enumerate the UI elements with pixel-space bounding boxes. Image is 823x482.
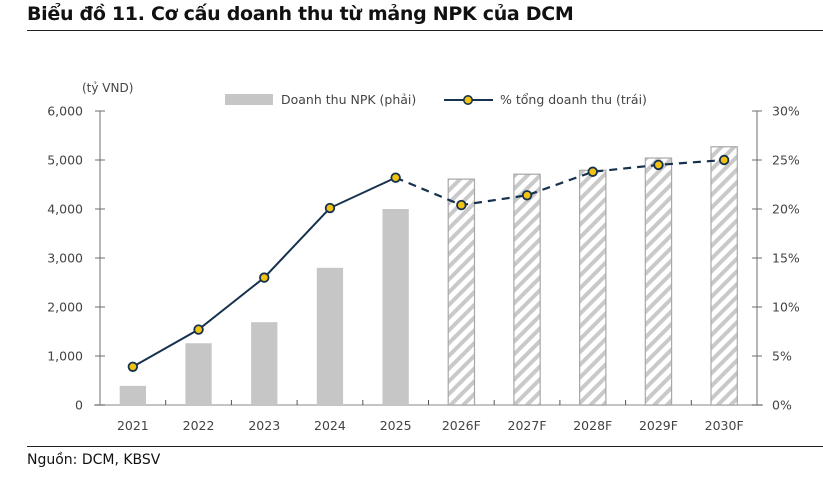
legend-line-marker	[462, 95, 473, 106]
right-axis-tick-label: 5%	[772, 349, 792, 364]
right-axis-tick-label: 15%	[772, 251, 800, 266]
line-marker	[718, 154, 730, 166]
chart: (tỷ VND) Doanh thu NPK (phải) % tổng doa…	[47, 81, 800, 433]
source-note: Nguồn: DCM, KBSV	[27, 452, 161, 468]
x-axis-tick-label: 2028F	[573, 418, 612, 433]
right-axis-tick-label: 30%	[772, 104, 800, 119]
bar-actual	[382, 209, 409, 405]
x-axis-tick-label: 2022	[183, 418, 215, 433]
bar-forecast	[579, 169, 607, 406]
left-axis-tick-label: 3,000	[47, 251, 83, 266]
x-axis-tick-label: 2026F	[442, 418, 481, 433]
right-axis-tick-label: 25%	[772, 153, 800, 168]
line-forecast	[395, 158, 725, 207]
line-marker	[390, 172, 401, 183]
source-rule	[27, 446, 823, 447]
chart-title: Biểu đồ 11. Cơ cấu doanh thu từ mảng NPK…	[27, 3, 574, 25]
bar-forecast	[710, 146, 738, 406]
line-marker	[653, 159, 664, 171]
line-marker	[259, 272, 270, 283]
bar-actual	[251, 322, 278, 405]
right-axis-tick-label: 20%	[772, 202, 800, 217]
x-axis-tick-label: 2025	[380, 418, 412, 433]
x-axis-tick-label: 2030F	[705, 418, 744, 433]
line-marker	[127, 361, 139, 372]
bar-actual	[119, 385, 146, 405]
x-axis-tick-label: 2023	[248, 418, 280, 433]
x-axis-tick-label: 2024	[314, 418, 346, 433]
x-axis-tick-label: 2027F	[508, 418, 547, 433]
left-axis-unit: (tỷ VND)	[82, 81, 133, 95]
legend-line-label: % tổng doanh thu (trái)	[500, 92, 647, 107]
right-axis-tick-label: 10%	[772, 300, 800, 315]
line-marker	[587, 166, 598, 177]
left-axis-tick-label: 1,000	[47, 349, 83, 364]
line-marker	[521, 190, 533, 201]
bar-forecast	[447, 178, 476, 406]
left-axis-tick-label: 2,000	[47, 300, 83, 315]
x-axis-tick-label: 2021	[117, 418, 149, 433]
bar-forecast	[513, 173, 541, 406]
line-marker	[456, 199, 467, 211]
bar-actual	[316, 267, 344, 405]
bar-actual	[185, 343, 212, 405]
line-marker	[193, 324, 204, 335]
left-axis-tick-label: 5,000	[47, 153, 83, 168]
line-marker	[324, 202, 336, 214]
left-axis-tick-label: 4,000	[47, 202, 83, 217]
bar-forecast	[644, 157, 673, 406]
legend-bar-swatch	[225, 94, 273, 105]
left-axis-tick-label: 6,000	[47, 104, 83, 119]
left-axis-tick-label: 0	[75, 398, 83, 413]
legend-bar-label: Doanh thu NPK (phải)	[281, 92, 416, 107]
x-axis-tick-label: 2029F	[639, 418, 678, 433]
right-axis-tick-label: 0%	[772, 398, 792, 413]
legend: Doanh thu NPK (phải) % tổng doanh thu (t…	[225, 92, 647, 107]
title-rule	[27, 30, 823, 31]
